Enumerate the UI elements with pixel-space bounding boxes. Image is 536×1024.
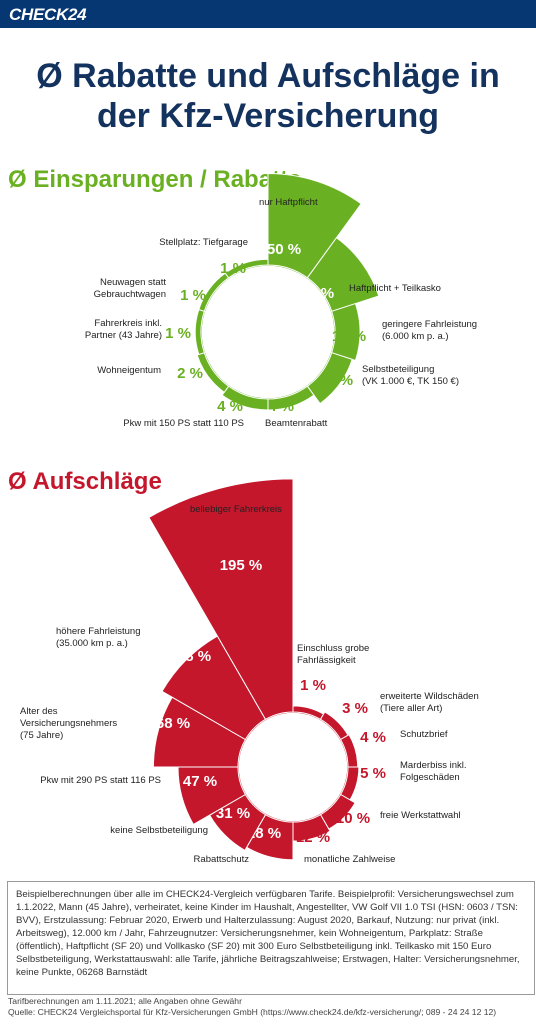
discounts-section-title: Ø Einsparungen / Rabatte [8,166,302,193]
discount-category-label-6: Wohneigentum [97,365,161,376]
surcharge-wedge-2 [339,733,359,768]
discount-category-label-9: Stellplatz: Tiefgarage [159,237,248,248]
discount-wedge-7 [194,308,205,356]
discount-category-label-8: Neuwagen statt Gebrauchtwagen [94,277,167,300]
surcharge-value-label-11: 195 % [220,557,263,574]
discount-category-label-0: nur Haftpflicht [259,197,318,208]
discount-value-label-0: 50 % [267,241,301,258]
discount-value-label-7: 1 % [165,325,191,342]
discount-value-label-5: 4 % [217,398,243,415]
discount-category-label-2: geringere Fahrleistung (6.000 km p. a.) [382,319,477,342]
surcharge-category-label-6: Rabattschutz [194,854,250,865]
surcharge-value-label-3: 5 % [360,765,386,782]
surcharge-category-label-7: keine Selbstbeteiligung [110,825,208,836]
page-title-line-1: Ø Rabatte und Aufschläge in [36,57,500,95]
footer-date-note: Tarifberechnungen am 1.11.2021; alle Ang… [8,996,242,1006]
discount-value-label-9: 1 % [220,260,246,277]
discount-category-label-7: Fahrerkreis inkl. Partner (43 Jahre) [85,318,162,341]
surcharge-value-label-10: 78 % [177,648,211,665]
discount-category-label-1: Haftpflicht + Teilkasko [349,283,441,294]
discount-wedge-1 [306,237,380,312]
surcharge-category-label-4: freie Werkstattwahl [380,810,461,821]
discount-wedge-9 [224,258,269,279]
surcharge-category-label-3: Marderbiss inkl. Folgeschäden [400,760,467,783]
discount-value-label-6: 2 % [177,365,203,382]
surcharge-category-label-2: Schutzbrief [400,729,448,740]
surcharge-category-label-11: beliebiger Fahrerkreis [190,504,282,515]
surcharge-category-label-5: monatliche Zahlweise [304,854,395,865]
page-title-line-2: der Kfz-Versicherung [97,97,439,135]
check24-logo: CHECK24 [9,5,87,24]
surcharge-category-label-8: Pkw mit 290 PS statt 116 PS [40,775,161,786]
discount-category-label-4: Beamtenrabatt [265,418,328,429]
surcharge-value-label-7: 31 % [216,805,250,822]
surcharge-value-label-9: 68 % [156,715,190,732]
discount-wedge-0 [267,172,362,279]
example-profile-infobox: Beispielberechnungen über alle im CHECK2… [7,881,535,995]
surcharge-value-label-0: 1 % [300,677,326,694]
page-title: Ø Rabatte und Aufschläge in der Kfz-Vers… [0,56,536,136]
header-bar: CHECK24 [0,0,536,28]
discount-category-label-5: Pkw mit 150 PS statt 110 PS [123,418,244,429]
surcharge-value-label-1: 3 % [342,700,368,717]
surcharge-value-label-2: 4 % [360,729,386,746]
surcharge-value-label-8: 47 % [183,773,217,790]
discount-value-label-2: 12 % [332,328,366,345]
discount-category-label-3: Selbstbeteiligung (VK 1.000 €, TK 150 €) [362,364,459,387]
discount-value-label-8: 1 % [180,287,206,304]
surcharge-inner-ring [237,711,349,823]
discount-value-label-3: 10 % [319,372,353,389]
surcharge-category-label-9: Alter des Versicherungsnehmers (75 Jahre) [20,706,117,741]
surcharge-wedge-3 [339,766,360,801]
surcharge-category-label-0: Einschluss grobe Fahrlässigkeit [297,643,369,666]
surcharge-value-label-4: 10 % [336,810,370,827]
surcharge-wedge-0 [292,705,325,721]
surcharge-category-label-1: erweiterte Wildschäden (Tiere aller Art) [380,691,479,714]
footer-source: Quelle: CHECK24 Vergleichsportal für Kfz… [8,1007,497,1017]
surcharge-wedge-11 [148,478,294,721]
discount-value-label-1: 26 % [300,285,334,302]
discount-value-label-4: 4 % [268,398,294,415]
footer: Tarifberechnungen am 1.11.2021; alle Ang… [8,996,533,1018]
surcharge-value-label-5: 12 % [296,829,330,846]
surcharges-section-title: Ø Aufschläge [8,468,162,495]
surcharge-category-label-10: höhere Fahrleistung (35.000 km p. a.) [56,626,141,649]
